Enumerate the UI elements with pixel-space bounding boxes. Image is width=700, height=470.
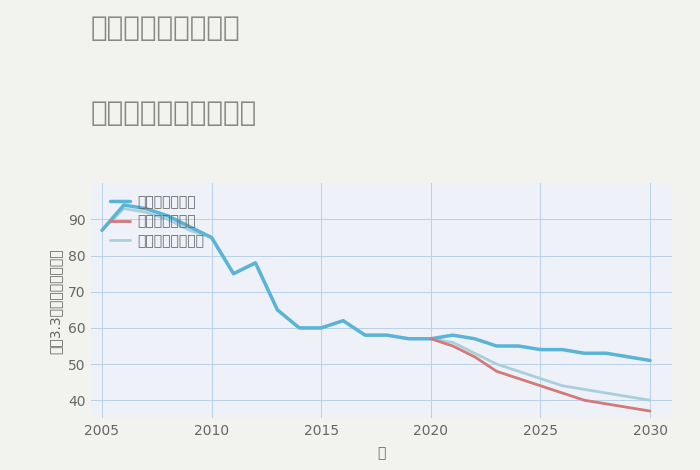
グッドシナリオ: [164, 213, 172, 219]
ノーマルシナリオ: [295, 325, 304, 331]
ノーマルシナリオ: [98, 227, 106, 233]
ノーマルシナリオ: [405, 336, 413, 342]
Text: 中古戸建ての価格推移: 中古戸建ての価格推移: [91, 99, 258, 127]
バッドシナリオ: [426, 336, 435, 342]
Legend: グッドシナリオ, バッドシナリオ, ノーマルシナリオ: グッドシナリオ, バッドシナリオ, ノーマルシナリオ: [110, 195, 204, 248]
バッドシナリオ: [580, 398, 589, 403]
グッドシナリオ: [273, 307, 281, 313]
グッドシナリオ: [339, 318, 347, 323]
ノーマルシナリオ: [536, 376, 545, 381]
Line: グッドシナリオ: グッドシナリオ: [102, 205, 650, 360]
ノーマルシナリオ: [558, 383, 566, 389]
グッドシナリオ: [558, 347, 566, 352]
グッドシナリオ: [580, 351, 589, 356]
ノーマルシナリオ: [186, 227, 194, 233]
Text: 岐阜県関市北仙房の: 岐阜県関市北仙房の: [91, 14, 241, 42]
ノーマルシナリオ: [339, 318, 347, 323]
グッドシナリオ: [295, 325, 304, 331]
ノーマルシナリオ: [141, 210, 150, 215]
グッドシナリオ: [536, 347, 545, 352]
ノーマルシナリオ: [230, 271, 238, 276]
グッドシナリオ: [141, 206, 150, 212]
グッドシナリオ: [646, 358, 654, 363]
ノーマルシナリオ: [273, 307, 281, 313]
ノーマルシナリオ: [426, 336, 435, 342]
グッドシナリオ: [492, 343, 500, 349]
グッドシナリオ: [624, 354, 632, 360]
ノーマルシナリオ: [580, 386, 589, 392]
グッドシナリオ: [426, 336, 435, 342]
グッドシナリオ: [514, 343, 523, 349]
グッドシナリオ: [449, 332, 457, 338]
バッドシナリオ: [646, 408, 654, 414]
グッドシナリオ: [120, 202, 128, 208]
バッドシナリオ: [624, 405, 632, 410]
グッドシナリオ: [207, 235, 216, 240]
ノーマルシナリオ: [646, 398, 654, 403]
バッドシナリオ: [558, 390, 566, 396]
Line: ノーマルシナリオ: ノーマルシナリオ: [102, 209, 650, 400]
ノーマルシナリオ: [602, 390, 610, 396]
グッドシナリオ: [317, 325, 326, 331]
X-axis label: 年: 年: [377, 446, 386, 460]
ノーマルシナリオ: [251, 260, 260, 266]
グッドシナリオ: [383, 332, 391, 338]
グッドシナリオ: [186, 224, 194, 229]
ノーマルシナリオ: [492, 361, 500, 367]
ノーマルシナリオ: [624, 394, 632, 399]
バッドシナリオ: [536, 383, 545, 389]
ノーマルシナリオ: [383, 332, 391, 338]
ノーマルシナリオ: [120, 206, 128, 212]
グッドシナリオ: [405, 336, 413, 342]
ノーマルシナリオ: [514, 368, 523, 374]
ノーマルシナリオ: [470, 351, 479, 356]
グッドシナリオ: [98, 227, 106, 233]
バッドシナリオ: [514, 376, 523, 381]
ノーマルシナリオ: [449, 339, 457, 345]
バッドシナリオ: [470, 354, 479, 360]
グッドシナリオ: [230, 271, 238, 276]
グッドシナリオ: [470, 336, 479, 342]
Y-axis label: 坪（3.3㎡）単価（万円）: 坪（3.3㎡）単価（万円）: [48, 248, 62, 353]
ノーマルシナリオ: [207, 235, 216, 240]
グッドシナリオ: [361, 332, 370, 338]
バッドシナリオ: [449, 343, 457, 349]
グッドシナリオ: [251, 260, 260, 266]
バッドシナリオ: [602, 401, 610, 407]
ノーマルシナリオ: [164, 217, 172, 222]
ノーマルシナリオ: [317, 325, 326, 331]
バッドシナリオ: [492, 368, 500, 374]
ノーマルシナリオ: [361, 332, 370, 338]
グッドシナリオ: [602, 351, 610, 356]
Line: バッドシナリオ: バッドシナリオ: [430, 339, 650, 411]
